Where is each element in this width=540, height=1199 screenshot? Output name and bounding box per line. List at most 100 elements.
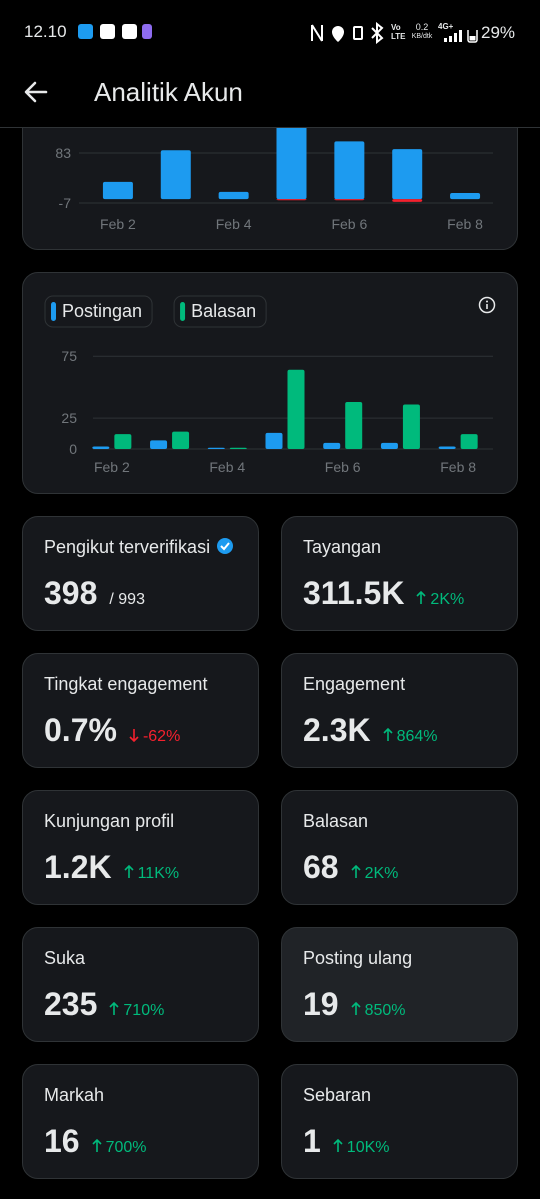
stat-card: Tingkat engagement 0.7% -62% bbox=[22, 653, 259, 768]
bar bbox=[265, 432, 283, 449]
bar bbox=[172, 431, 190, 449]
stat-value: 0.7% bbox=[44, 712, 117, 748]
stat-label: Sebaran bbox=[303, 1085, 371, 1106]
stat-card: Sebaran 1 10K% bbox=[281, 1064, 518, 1179]
stat-label-text: Tayangan bbox=[303, 537, 382, 557]
stat-row: 19 850% bbox=[303, 986, 406, 1023]
stat-label: Kunjungan profil bbox=[44, 811, 174, 832]
trend-arrow bbox=[109, 1001, 119, 1015]
bar bbox=[102, 181, 133, 200]
stat-label: Suka bbox=[44, 948, 85, 969]
badge-circle bbox=[217, 538, 234, 554]
trend-arrow bbox=[129, 728, 139, 742]
stat-change: 2K% bbox=[430, 591, 465, 608]
arrow-path bbox=[92, 1138, 102, 1152]
stat-row: 235 710% bbox=[44, 986, 164, 1023]
volte-top: Vo bbox=[391, 23, 401, 32]
volte-bottom: LTE bbox=[391, 32, 406, 41]
bar bbox=[323, 442, 341, 449]
speed-unit: KB/dtk bbox=[411, 33, 433, 40]
badge-check bbox=[220, 542, 230, 551]
volte: Vo LTE bbox=[391, 23, 406, 41]
stat-label-text: Engagement bbox=[303, 674, 406, 694]
stat-label: Posting ulang bbox=[303, 948, 412, 969]
arrow-path bbox=[124, 864, 134, 878]
x-tick-label: Feb 2 bbox=[100, 216, 136, 232]
trend-arrow bbox=[92, 1138, 102, 1152]
stat-label-text: Balasan bbox=[303, 811, 369, 831]
arrow-path bbox=[351, 864, 361, 878]
stat-value: 1.2K bbox=[44, 849, 112, 885]
legend-label: Postingan bbox=[62, 301, 142, 321]
stat-change: 10K% bbox=[346, 1139, 390, 1156]
chart-card: 0 25 75 Feb 2 Feb 4 Feb 6 Feb 8 Postingan Balasa… bbox=[22, 272, 518, 494]
stat-label-text: Markah bbox=[44, 1085, 105, 1105]
trend-arrow bbox=[383, 727, 393, 741]
stat-row: 1 10K% bbox=[303, 1123, 390, 1160]
stat-row: 311.5K 2K% bbox=[303, 575, 464, 612]
legend-swatch bbox=[51, 302, 56, 321]
stat-label-text: Sebaran bbox=[303, 1085, 372, 1105]
x-tick-label: Feb 2 bbox=[94, 459, 130, 475]
stat-change: 2K% bbox=[364, 865, 399, 882]
stat-row: 68 2K% bbox=[303, 849, 398, 886]
bar bbox=[114, 434, 132, 449]
y-tick-label: 25 bbox=[61, 410, 77, 426]
info-icon[interactable] bbox=[478, 296, 496, 314]
bar bbox=[276, 121, 307, 200]
bar bbox=[207, 447, 225, 449]
stat-row: 398 / 993 bbox=[44, 575, 145, 612]
stat-label-text: Tingkat engagement bbox=[44, 674, 208, 694]
trend-arrow bbox=[124, 864, 134, 878]
y-tick-label: 83 bbox=[55, 145, 71, 161]
stat-card: Posting ulang 19 850% bbox=[281, 927, 518, 1042]
x-tick-label: Feb 6 bbox=[331, 216, 367, 232]
stat-value: 235 bbox=[44, 986, 98, 1022]
stat-change: 11K% bbox=[137, 865, 180, 882]
bar bbox=[287, 369, 305, 449]
legend-swatch bbox=[180, 302, 186, 321]
trend-arrow bbox=[333, 1138, 343, 1152]
arrow-path bbox=[333, 1138, 343, 1152]
notification-icons bbox=[78, 24, 152, 39]
chart: -7 83 Feb 2 Feb 4 Feb 6 Feb 8 bbox=[55, 121, 493, 232]
stat-change: 710% bbox=[123, 1002, 165, 1019]
stat-row: 16 700% bbox=[44, 1123, 147, 1160]
bar bbox=[402, 404, 420, 449]
page-title: Analitik Akun bbox=[94, 77, 243, 107]
stat-value: 311.5K bbox=[303, 575, 405, 611]
arrow-path bbox=[416, 590, 426, 604]
stat-value: 398 bbox=[44, 575, 98, 611]
stat-change: 850% bbox=[364, 1002, 406, 1019]
stat-change: -62% bbox=[142, 728, 181, 745]
stat-label: Pengikut terverifikasi bbox=[44, 537, 234, 558]
stat-row: 1.2K 11K% bbox=[44, 849, 179, 886]
legend-box bbox=[173, 295, 267, 328]
network-type: 4G+ bbox=[438, 22, 454, 31]
arrow-path bbox=[383, 727, 393, 741]
x-tick-label: Feb 4 bbox=[216, 216, 252, 232]
legend-box bbox=[44, 295, 153, 328]
bar bbox=[450, 193, 481, 200]
legend-item: Balasan bbox=[173, 295, 267, 328]
y-tick-label: -7 bbox=[59, 195, 72, 211]
stat-card: Kunjungan profil 1.2K 11K% bbox=[22, 790, 259, 905]
trend-arrow bbox=[416, 590, 426, 604]
arrow-path bbox=[109, 1001, 119, 1015]
back-button[interactable] bbox=[24, 80, 50, 104]
stat-total: / 993 bbox=[109, 591, 145, 608]
x-tick-label: Feb 4 bbox=[209, 459, 245, 475]
status-icons bbox=[311, 22, 384, 44]
bar bbox=[345, 401, 363, 449]
stat-row: 2.3K 864% bbox=[303, 712, 438, 749]
bar bbox=[160, 150, 191, 200]
stat-change: 864% bbox=[396, 728, 438, 745]
bar bbox=[460, 434, 478, 449]
stat-value: 1 bbox=[303, 1123, 321, 1159]
speed: 0.2 bbox=[415, 22, 429, 32]
legend-item: Postingan bbox=[44, 295, 153, 328]
signal-battery bbox=[444, 30, 478, 43]
stat-card: Pengikut terverifikasi 398 / 993 bbox=[22, 516, 259, 631]
bar bbox=[334, 199, 365, 201]
